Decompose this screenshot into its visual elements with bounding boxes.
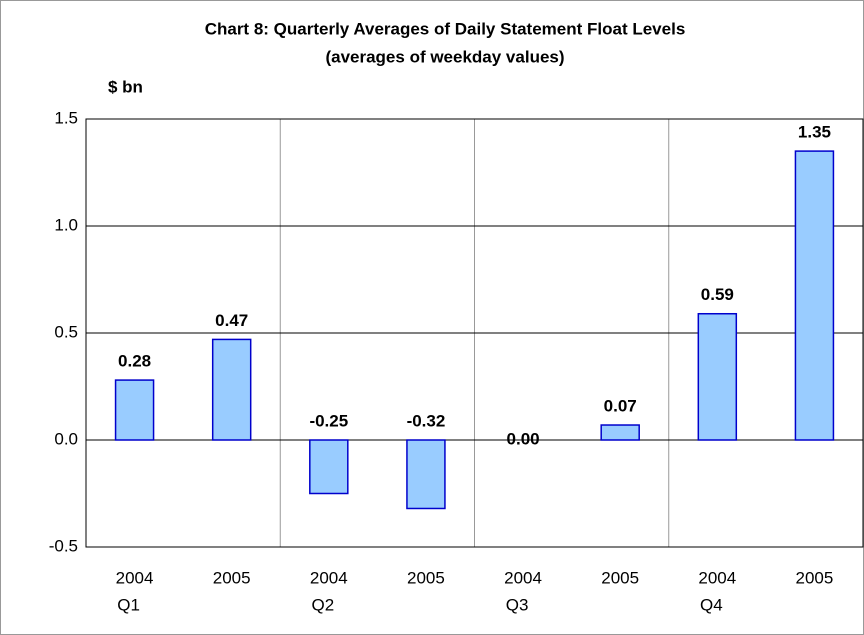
group-label: Q4 (700, 595, 723, 614)
value-label: 0.00 (507, 429, 540, 448)
value-label: -0.25 (309, 411, 348, 430)
x-tick-label: 2005 (407, 568, 445, 587)
bar (211, 338, 252, 441)
bar (600, 424, 640, 441)
value-label: 1.35 (798, 123, 831, 142)
value-label: 0.28 (118, 352, 151, 371)
bar (697, 312, 738, 441)
chart-title: Chart 8: Quarterly Averages of Daily Sta… (205, 19, 686, 38)
y-tick-label: -0.5 (49, 536, 78, 555)
value-label: 0.07 (604, 397, 637, 416)
bar (114, 379, 155, 441)
y-tick-label: 0.5 (54, 322, 78, 341)
plot-area (85, 118, 864, 548)
x-tick-label: 2005 (601, 568, 639, 587)
x-tick-label: 2005 (796, 568, 834, 587)
x-tick-label: 2004 (116, 568, 154, 587)
x-tick-label: 2004 (698, 568, 736, 587)
bar (794, 150, 835, 441)
y-tick-label: 0.0 (54, 429, 78, 448)
group-label: Q1 (117, 595, 140, 614)
bar (406, 439, 446, 510)
y-tick-label: 1.5 (54, 108, 78, 127)
x-tick-label: 2004 (310, 568, 348, 587)
y-tick-label: 1.0 (54, 215, 78, 234)
value-label: -0.32 (407, 411, 446, 430)
value-label: 0.47 (215, 311, 248, 330)
chart-subtitle: (averages of weekday values) (325, 47, 564, 66)
group-label: Q2 (311, 595, 334, 614)
y-axis-label: $ bn (108, 77, 143, 96)
x-tick-label: 2005 (213, 568, 251, 587)
bar (309, 439, 349, 495)
value-label: 0.59 (701, 285, 734, 304)
group-label: Q3 (506, 595, 529, 614)
x-tick-label: 2004 (504, 568, 542, 587)
